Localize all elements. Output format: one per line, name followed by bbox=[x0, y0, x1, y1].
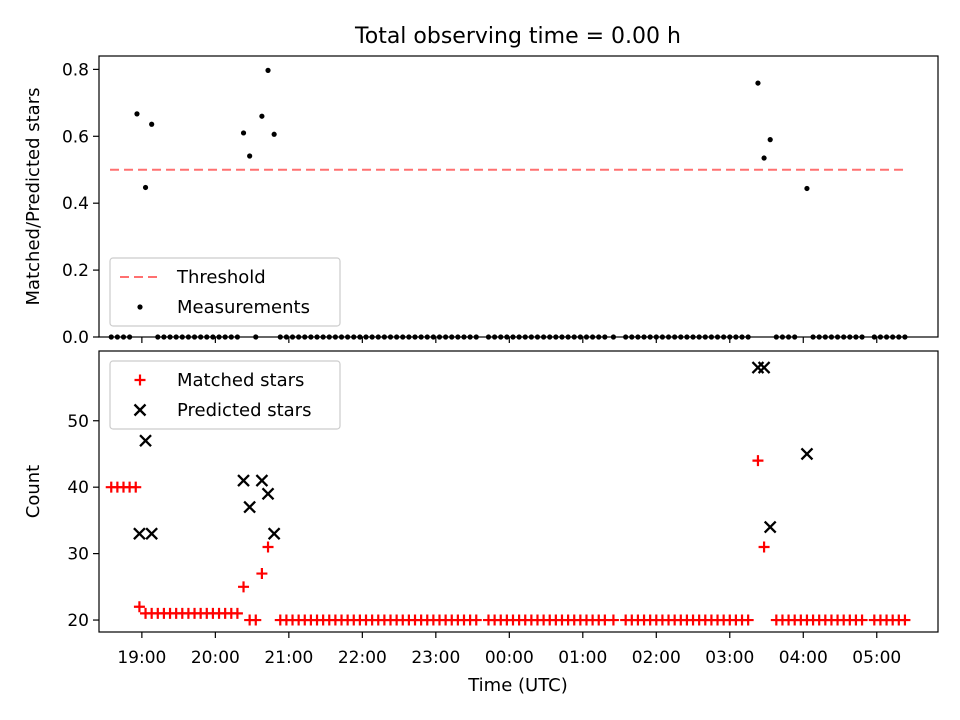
predicted-stars-point bbox=[133, 527, 146, 540]
legend-label: Measurements bbox=[177, 297, 310, 318]
x-tick-label: 23:00 bbox=[411, 648, 460, 668]
data-marks bbox=[108, 67, 908, 340]
measurement-point bbox=[271, 131, 277, 137]
matched-stars-point bbox=[262, 541, 274, 553]
predicted-stars-point bbox=[757, 361, 771, 374]
matched-stars-point bbox=[133, 601, 145, 613]
predicted-stars-point bbox=[800, 447, 814, 461]
predicted-stars-point bbox=[261, 487, 275, 501]
predicted-stars-point bbox=[255, 474, 269, 487]
measurement-point bbox=[149, 121, 155, 127]
x-tick-label: 01:00 bbox=[558, 648, 607, 668]
ratio-panel: 0.0 0.2 0.4 0.6 0.8 Matched/Predicted stars Th… bbox=[23, 55, 939, 348]
matched-stars-point bbox=[899, 614, 911, 626]
predicted-stars-point bbox=[763, 520, 777, 534]
matched-stars-point bbox=[130, 481, 142, 493]
x-tick-label: 02:00 bbox=[632, 648, 681, 668]
x-tick-label: 21:00 bbox=[264, 648, 313, 668]
predicted-stars-point bbox=[145, 527, 158, 540]
matched-stars-point bbox=[607, 614, 619, 626]
y-tick-label: 30 bbox=[67, 545, 89, 565]
legend-matched-swatch bbox=[134, 374, 146, 386]
plot-frame bbox=[98, 55, 939, 338]
matched-stars-point bbox=[231, 607, 243, 619]
y-axis-label: Count bbox=[23, 465, 44, 518]
y-tick-label: 20 bbox=[67, 611, 89, 631]
y-tick-label: 40 bbox=[67, 478, 89, 498]
predicted-stars-point bbox=[267, 527, 281, 540]
x-axis-label: Time (UTC) bbox=[467, 675, 568, 696]
measurement-point bbox=[247, 153, 253, 159]
plot-frame bbox=[98, 350, 939, 633]
y-tick-label: 0.2 bbox=[62, 261, 89, 281]
y-tick-label: 0.8 bbox=[62, 60, 89, 80]
measurement-point bbox=[761, 155, 767, 161]
matched-stars-point bbox=[256, 568, 268, 580]
matched-stars-point bbox=[470, 614, 482, 626]
y-tick-label: 0.4 bbox=[62, 194, 89, 214]
predicted-stars-point bbox=[237, 474, 250, 487]
matched-stars-point bbox=[250, 614, 262, 626]
predicted-stars-point bbox=[139, 434, 152, 447]
legend-predicted-swatch bbox=[133, 403, 147, 417]
x-tick-label: 05:00 bbox=[852, 648, 901, 668]
measurement-point bbox=[134, 111, 140, 117]
legend: Matched stars Predicted stars bbox=[109, 360, 341, 430]
measurement-point bbox=[755, 80, 761, 86]
x-tick-label: 03:00 bbox=[705, 648, 754, 668]
x-tick-label: 00:00 bbox=[485, 648, 534, 668]
legend-label: Predicted stars bbox=[177, 400, 311, 421]
x-tick-label: 22:00 bbox=[338, 648, 387, 668]
measurement-point bbox=[259, 113, 265, 119]
matched-stars-point bbox=[238, 581, 250, 593]
measurement-point bbox=[767, 137, 773, 143]
legend-measurement-swatch bbox=[137, 304, 143, 310]
measurement-point bbox=[265, 67, 271, 73]
matched-stars-point bbox=[752, 455, 764, 467]
legend-label: Threshold bbox=[176, 267, 266, 288]
matched-stars-point bbox=[758, 541, 770, 553]
y-axis-label: Matched/Predicted stars bbox=[23, 88, 44, 306]
count-panel: 19:00 20:00 21:00 22:00 23:00 00:00 01:00 02:00… bbox=[23, 350, 939, 668]
data-marks bbox=[105, 361, 911, 626]
y-tick-label: 0.6 bbox=[62, 127, 89, 147]
chart-title: Total observing time = 0.00 h bbox=[354, 24, 681, 49]
measurement-point bbox=[142, 184, 149, 191]
matched-stars-point bbox=[856, 614, 868, 626]
x-tick-label: 20:00 bbox=[191, 648, 240, 668]
predicted-stars-point bbox=[243, 500, 256, 514]
matched-stars-point bbox=[742, 614, 754, 626]
x-tick-label: 19:00 bbox=[117, 648, 166, 668]
legend-label: Matched stars bbox=[177, 370, 304, 391]
y-tick-label: 0.0 bbox=[62, 328, 89, 348]
y-tick-label: 50 bbox=[67, 412, 89, 432]
measurement-point bbox=[804, 185, 810, 192]
x-tick-label: 04:00 bbox=[779, 648, 828, 668]
measurement-point bbox=[240, 130, 247, 136]
legend: Threshold Measurements bbox=[109, 257, 341, 327]
